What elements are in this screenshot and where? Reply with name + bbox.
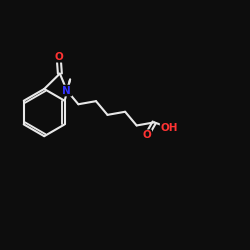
Text: O: O [142,130,151,140]
Text: O: O [54,52,63,62]
Text: N: N [62,86,71,96]
Text: OH: OH [161,123,178,133]
